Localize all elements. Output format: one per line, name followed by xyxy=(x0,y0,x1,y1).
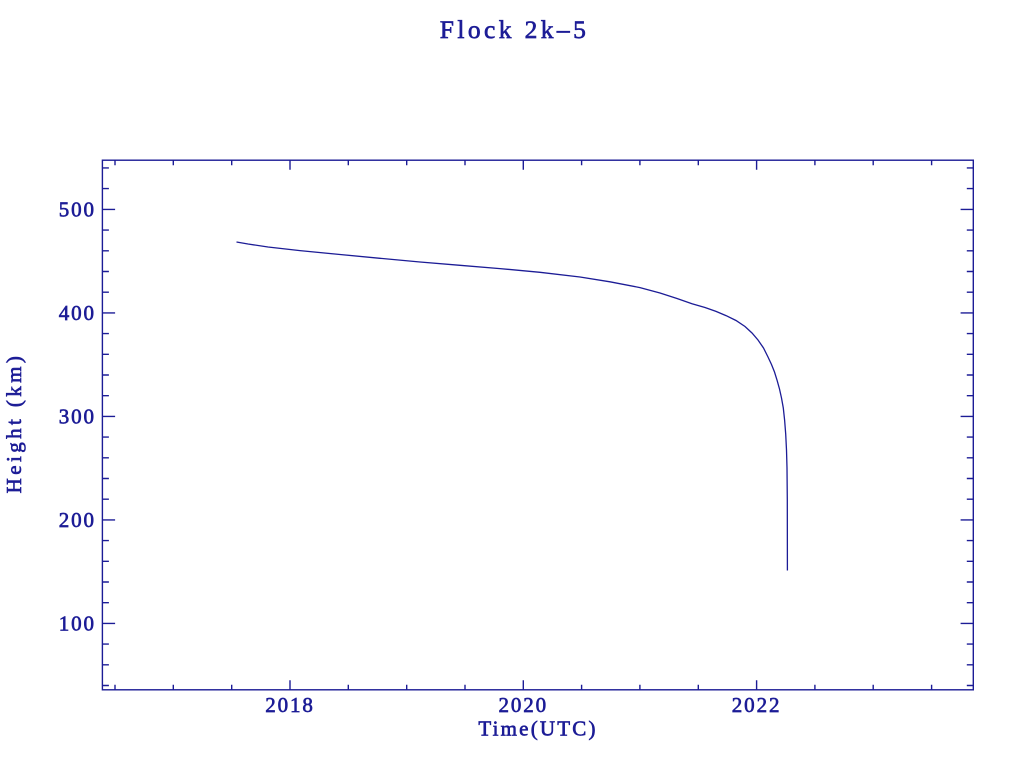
svg-text:Height (km): Height (km) xyxy=(2,353,26,494)
svg-text:Flock 2k–5: Flock 2k–5 xyxy=(440,15,589,44)
svg-text:2018: 2018 xyxy=(265,693,315,717)
svg-text:2022: 2022 xyxy=(732,693,782,717)
svg-text:2020: 2020 xyxy=(498,693,548,717)
svg-text:400: 400 xyxy=(59,301,96,325)
svg-text:Time(UTC): Time(UTC) xyxy=(478,717,597,741)
svg-text:300: 300 xyxy=(59,404,96,428)
svg-text:200: 200 xyxy=(59,508,96,532)
svg-text:100: 100 xyxy=(59,611,96,635)
svg-text:500: 500 xyxy=(59,197,96,221)
